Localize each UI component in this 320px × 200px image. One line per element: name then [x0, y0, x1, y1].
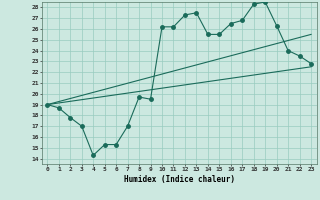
X-axis label: Humidex (Indice chaleur): Humidex (Indice chaleur) — [124, 175, 235, 184]
